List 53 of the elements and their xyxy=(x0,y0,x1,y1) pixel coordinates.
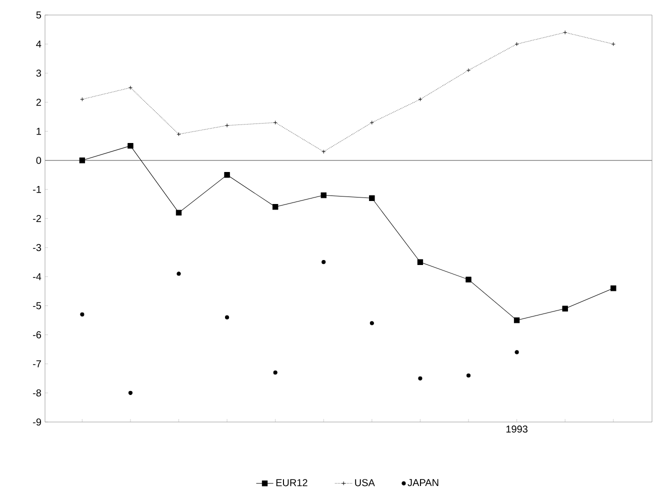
point xyxy=(562,306,568,312)
legend-label: JAPAN xyxy=(408,479,438,486)
point xyxy=(611,42,616,46)
y-tick-label: 1 xyxy=(36,128,41,135)
point xyxy=(417,259,424,265)
point xyxy=(225,123,230,128)
point xyxy=(466,276,472,282)
point xyxy=(79,158,86,164)
y-tick-label: -3 xyxy=(33,244,42,252)
point xyxy=(370,321,374,326)
y-tick-label: 5 xyxy=(36,12,42,18)
point xyxy=(563,30,568,34)
point xyxy=(272,204,278,210)
point xyxy=(176,132,181,136)
legend-label: USA xyxy=(355,479,375,486)
point xyxy=(514,42,519,46)
point xyxy=(224,172,230,178)
y-tick-label: 4 xyxy=(36,40,42,48)
point xyxy=(466,68,471,72)
point xyxy=(514,317,520,324)
y-tick-label: 3 xyxy=(36,70,42,77)
y-tick-label: -8 xyxy=(33,389,42,396)
point xyxy=(128,86,133,90)
y-tick-label: -4 xyxy=(33,273,42,280)
point xyxy=(273,120,278,125)
point xyxy=(418,97,422,102)
y-tick-label: -5 xyxy=(33,302,42,310)
point xyxy=(80,312,84,316)
point xyxy=(514,350,519,354)
y-tick-label: 0 xyxy=(36,156,42,164)
point xyxy=(322,150,326,154)
point xyxy=(176,210,182,216)
point xyxy=(610,285,616,292)
point xyxy=(370,120,374,125)
point xyxy=(80,97,84,102)
point xyxy=(273,370,278,375)
point xyxy=(466,373,471,378)
x-tick-label: 1993 xyxy=(506,426,528,433)
point xyxy=(320,192,326,198)
y-tick-label: -2 xyxy=(33,215,41,222)
point xyxy=(369,195,375,202)
point xyxy=(322,260,326,264)
y-tick-label: -9 xyxy=(33,418,42,426)
point xyxy=(176,272,181,276)
point xyxy=(128,390,133,395)
y-tick-label: -6 xyxy=(33,331,42,338)
y-tick-label: -7 xyxy=(33,360,41,368)
point xyxy=(128,142,134,149)
y-tick-label: -1 xyxy=(33,186,41,193)
y-tick-label: 2 xyxy=(36,98,41,106)
legend-label: EUR12 xyxy=(276,479,308,486)
point xyxy=(225,315,230,320)
point xyxy=(418,376,422,380)
